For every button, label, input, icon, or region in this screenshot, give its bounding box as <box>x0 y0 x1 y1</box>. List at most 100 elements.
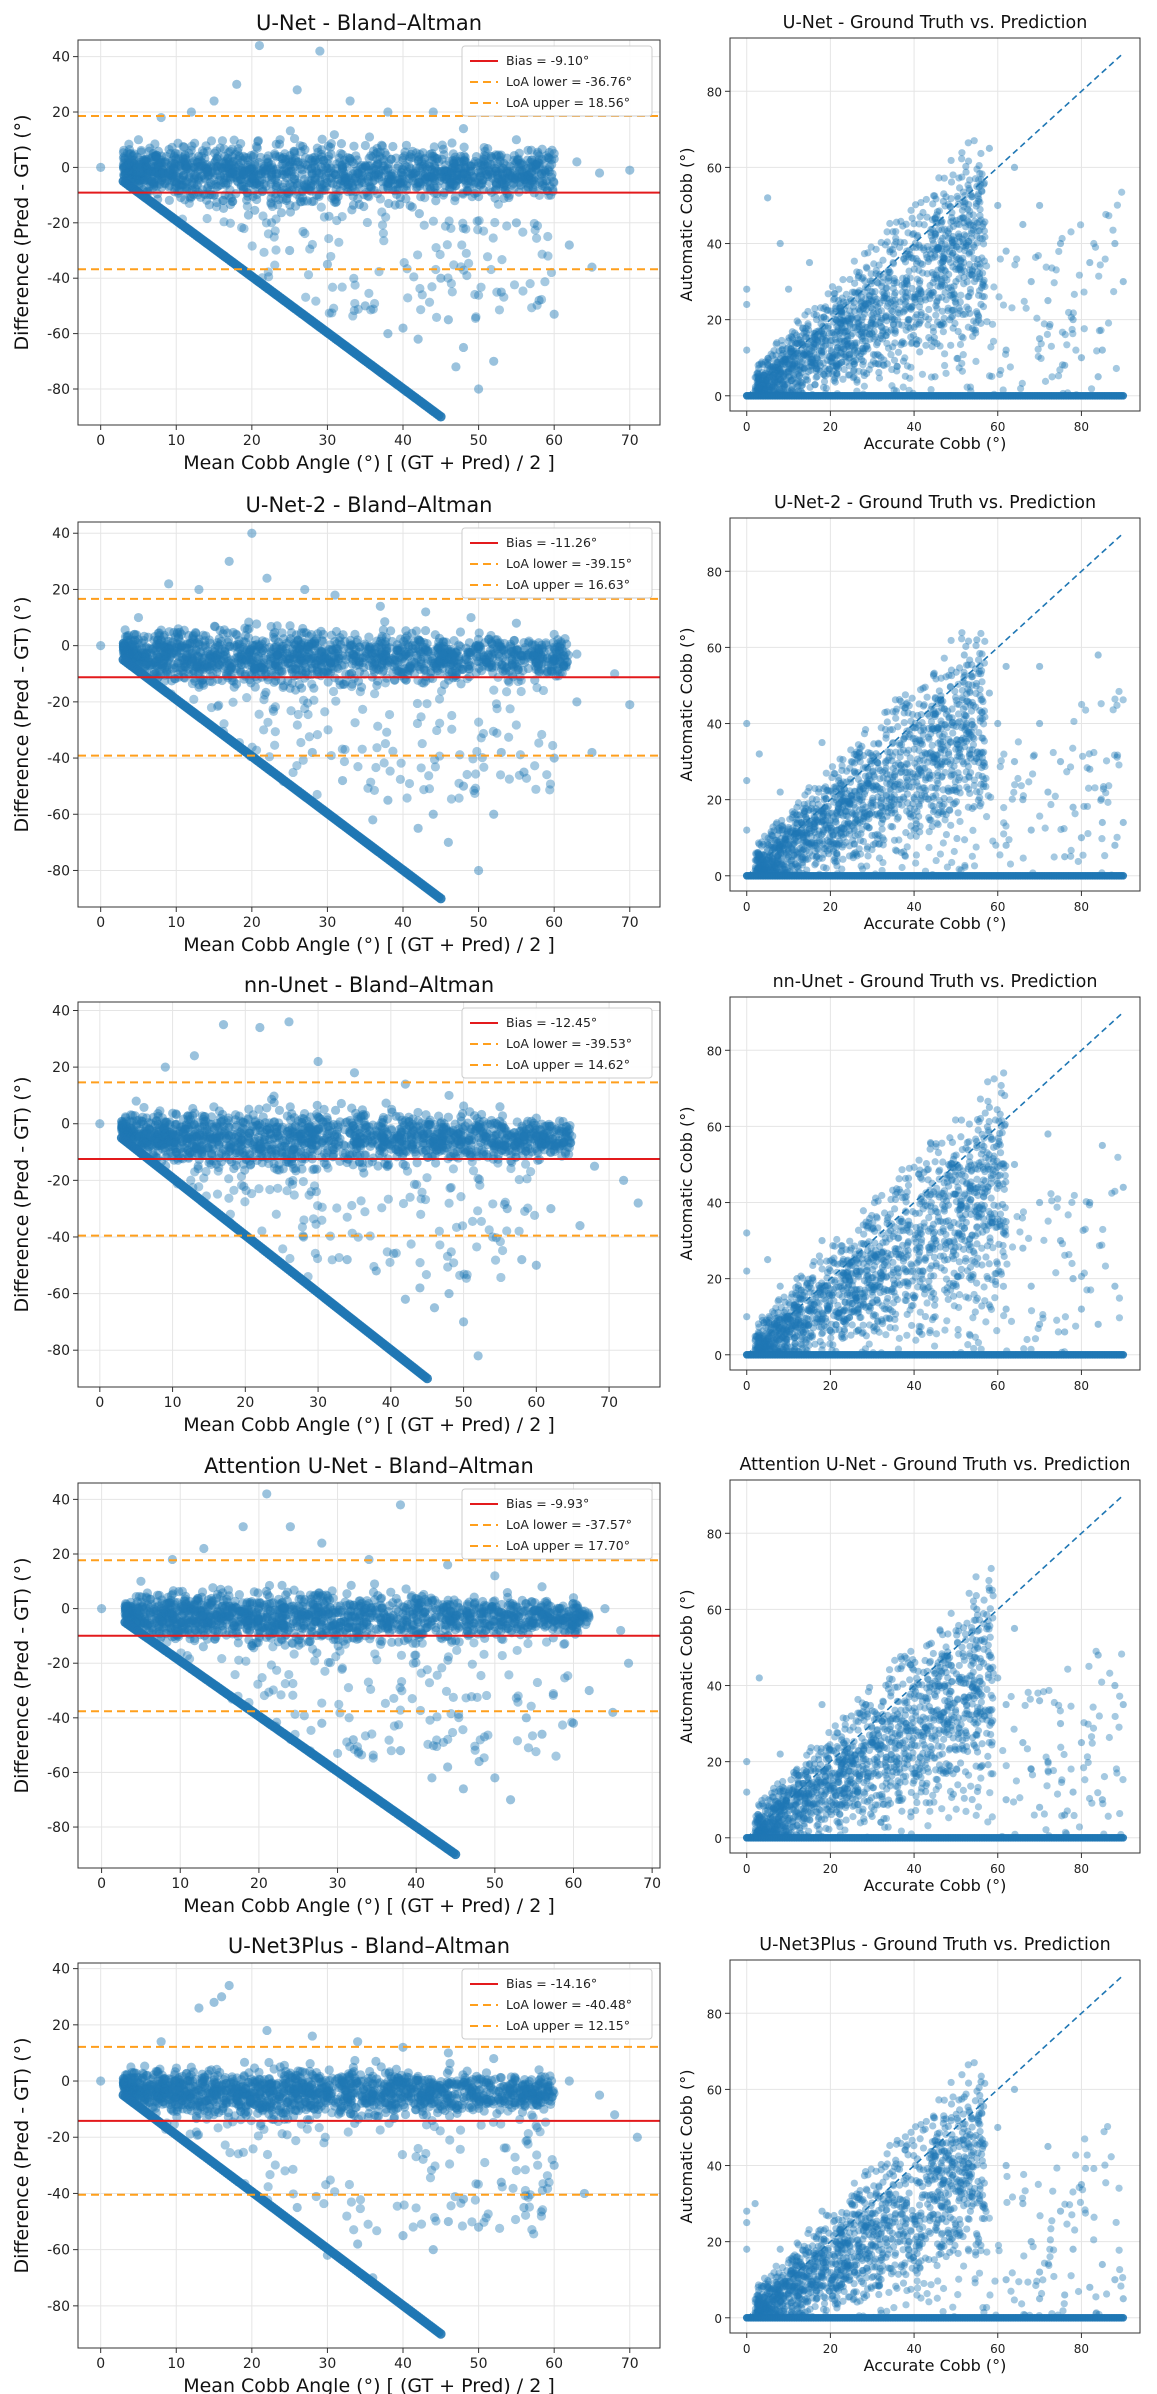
scatter-point <box>198 161 209 172</box>
scatter-point <box>974 227 982 235</box>
scatter-point <box>362 648 372 659</box>
scatter-point <box>485 652 495 663</box>
scatter-point <box>195 161 206 171</box>
scatter-point <box>528 652 538 662</box>
scatter-point <box>810 350 818 358</box>
scatter-point <box>959 242 967 250</box>
scatter-point <box>968 267 976 275</box>
scatter-point <box>153 154 164 164</box>
scatter-point <box>549 148 559 159</box>
scatter-point <box>872 245 880 253</box>
scatter-point <box>544 147 554 158</box>
scatter-point <box>893 367 901 375</box>
scatter-point <box>1031 253 1040 261</box>
scatter-point <box>225 172 235 182</box>
scatter-point <box>908 293 916 301</box>
scatter-point <box>326 163 336 173</box>
scatter-point <box>371 165 381 175</box>
scatter-point <box>319 668 329 678</box>
scatter-point <box>343 180 353 190</box>
scatter-point <box>300 184 310 194</box>
scatter-point <box>817 314 825 322</box>
scatter-point <box>422 177 432 187</box>
scatter-point <box>316 626 326 637</box>
scatter-point <box>397 667 407 678</box>
scatter-point <box>297 165 307 175</box>
scatter-point <box>478 163 488 173</box>
scatter-point <box>804 368 812 376</box>
scatter-point <box>467 171 478 181</box>
scatter-point <box>452 667 462 678</box>
scatter-point <box>923 213 931 221</box>
scatter-point <box>843 341 851 349</box>
scatter-point <box>850 366 858 374</box>
scatter-point <box>247 662 258 672</box>
scatter-point <box>889 260 898 268</box>
scatter-point <box>349 649 359 660</box>
scatter-point <box>344 644 354 654</box>
scatter-point <box>299 647 310 658</box>
scatter-point <box>959 214 968 222</box>
scatter-point <box>829 367 838 376</box>
scatter-point <box>161 158 171 168</box>
scatter-point <box>1058 361 1067 369</box>
scatter-point <box>440 655 450 665</box>
scatter-point <box>436 171 447 182</box>
scatter-point <box>250 641 261 651</box>
scatter-point <box>837 307 846 316</box>
scatter-point <box>290 201 301 211</box>
scatter-point <box>228 196 238 206</box>
scatter-point <box>531 164 541 175</box>
scatter-point <box>317 169 327 179</box>
scatter-point <box>392 163 402 173</box>
scatter-point <box>180 150 190 160</box>
scatter-point <box>491 661 501 671</box>
scatter-point <box>255 662 265 672</box>
scatter-point <box>775 385 784 393</box>
scatter-point <box>864 299 872 307</box>
scatter-point <box>509 635 520 646</box>
scatter-point <box>187 633 198 643</box>
scatter-point <box>940 190 948 198</box>
scatter-point <box>497 178 507 189</box>
scatter-point <box>142 172 152 182</box>
scatter-point <box>507 646 517 657</box>
scatter-point <box>474 216 484 226</box>
scatter-point <box>1095 327 1104 335</box>
scatter-point <box>152 152 162 162</box>
scatter-point <box>949 171 957 179</box>
scatter-point <box>200 153 210 164</box>
scatter-point <box>333 192 343 202</box>
scatter-point <box>254 40 265 51</box>
scatter-point <box>354 660 364 670</box>
scatter-point <box>846 321 854 329</box>
scatter-point <box>402 635 412 645</box>
scatter-point <box>126 148 136 159</box>
scatter-point <box>776 375 784 383</box>
scatter-point <box>119 145 129 155</box>
scatter-point <box>468 172 478 182</box>
scatter-point <box>377 177 388 187</box>
scatter-point <box>1052 266 1060 274</box>
scatter-point <box>819 332 827 341</box>
scatter-point <box>129 649 139 659</box>
scatter-point <box>458 218 468 228</box>
scatter-point <box>479 159 490 170</box>
scatter-point <box>311 168 322 178</box>
scatter-point <box>317 134 327 144</box>
scatter-point <box>316 651 327 661</box>
scatter-point <box>509 649 519 659</box>
scatter-point <box>315 183 326 193</box>
scatter-point <box>239 169 249 180</box>
scatter-point <box>955 263 964 272</box>
scatter-point <box>339 679 349 689</box>
scatter-point <box>501 181 511 191</box>
scatter-point <box>862 263 870 271</box>
scatter-point <box>423 654 433 664</box>
scatter-point <box>980 180 988 188</box>
scatter-point <box>155 643 166 653</box>
scatter-point <box>231 166 241 176</box>
scatter-point <box>1034 352 1042 361</box>
scatter-point <box>253 136 263 147</box>
scatter-point <box>486 169 496 179</box>
